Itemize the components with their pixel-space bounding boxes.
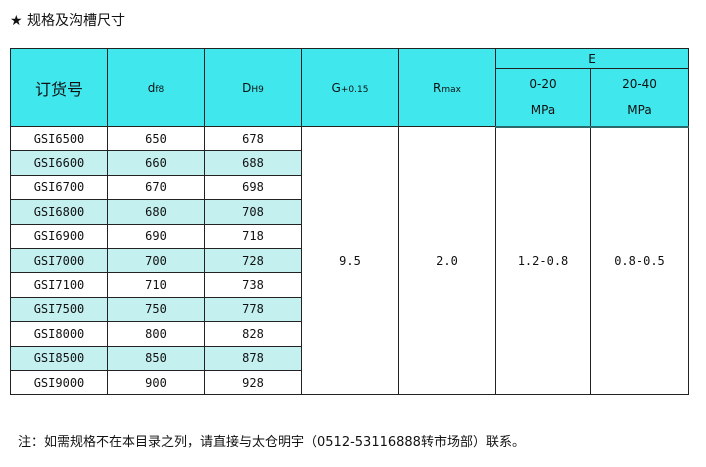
table-row: GSI7100 710 738 bbox=[10, 272, 689, 298]
order-no-cell: GSI7500 bbox=[10, 296, 108, 323]
order-no-cell: GSI8500 bbox=[10, 345, 108, 371]
d-cell: 700 bbox=[107, 247, 205, 274]
d-cell: 900 bbox=[107, 369, 205, 396]
D-cell: 688 bbox=[204, 150, 302, 176]
table-row: GSI6600 660 688 bbox=[10, 150, 689, 176]
header-d: df8 bbox=[107, 48, 205, 127]
header-order-no: 订货号 bbox=[10, 48, 108, 127]
section-title: ★ 规格及沟槽尺寸 bbox=[10, 13, 126, 29]
order-no-cell: GSI7000 bbox=[10, 247, 108, 274]
d-cell: 800 bbox=[107, 321, 205, 347]
d-cell: 690 bbox=[107, 223, 205, 249]
d-cell: 680 bbox=[107, 199, 205, 225]
order-no-cell: GSI9000 bbox=[10, 369, 108, 396]
G-value-cell: 9.5 bbox=[301, 125, 399, 396]
d-cell: 850 bbox=[107, 345, 205, 371]
R-value-cell: 2.0 bbox=[398, 125, 496, 396]
header-G: G+0.15 bbox=[301, 48, 399, 127]
D-cell: 718 bbox=[204, 223, 302, 249]
order-no-cell: GSI7100 bbox=[10, 272, 108, 298]
D-cell: 778 bbox=[204, 296, 302, 323]
table-row: GSI7500 750 778 bbox=[10, 296, 689, 323]
table-row: GSI8000 800 828 bbox=[10, 321, 689, 347]
d-cell: 670 bbox=[107, 174, 205, 201]
d-cell: 710 bbox=[107, 272, 205, 298]
table-row: GSI6500 650 678 9.5 2.0 1.2-0.8 0.8-0.5 bbox=[10, 125, 689, 396]
table-row: GSI7000 700 728 bbox=[10, 247, 689, 274]
header-E2: 20-40 MPa bbox=[590, 68, 689, 128]
header-D: DH9 bbox=[204, 48, 302, 127]
D-cell: 728 bbox=[204, 247, 302, 274]
D-cell: 878 bbox=[204, 345, 302, 371]
table-row: GSI9000 900 928 bbox=[10, 369, 689, 396]
d-cell: 750 bbox=[107, 296, 205, 323]
table-row: GSI6800 680 708 bbox=[10, 199, 689, 225]
table-row: GSI6900 690 718 bbox=[10, 223, 689, 249]
D-cell: 678 bbox=[204, 125, 302, 152]
D-cell: 828 bbox=[204, 321, 302, 347]
d-cell: 650 bbox=[107, 125, 205, 152]
header-E1: 0-20 MPa bbox=[495, 68, 591, 128]
header-R: Rmax bbox=[398, 48, 496, 127]
E1-value-cell: 1.2-0.8 bbox=[495, 125, 591, 396]
order-no-cell: GSI6700 bbox=[10, 174, 108, 201]
order-no-cell: GSI8000 bbox=[10, 321, 108, 347]
d-cell: 660 bbox=[107, 150, 205, 176]
table-row: GSI8500 850 878 bbox=[10, 345, 689, 371]
D-cell: 928 bbox=[204, 369, 302, 396]
spec-table: 订货号 df8 DH9 G+0.15 Rmax E 0-20 MPa 20-40 M… bbox=[10, 48, 689, 396]
footnote: 注：如需规格不在本目录之列，请直接与太仓明宇（0512-53116888转市场部… bbox=[18, 435, 525, 450]
table-row: GSI6700 670 698 bbox=[10, 174, 689, 201]
D-cell: 698 bbox=[204, 174, 302, 201]
order-no-cell: GSI6800 bbox=[10, 199, 108, 225]
D-cell: 708 bbox=[204, 199, 302, 225]
D-cell: 738 bbox=[204, 272, 302, 298]
order-no-cell: GSI6600 bbox=[10, 150, 108, 176]
order-no-cell: GSI6500 bbox=[10, 125, 108, 152]
E2-value-cell: 0.8-0.5 bbox=[590, 125, 689, 396]
header-E: E bbox=[495, 48, 689, 69]
order-no-cell: GSI6900 bbox=[10, 223, 108, 249]
